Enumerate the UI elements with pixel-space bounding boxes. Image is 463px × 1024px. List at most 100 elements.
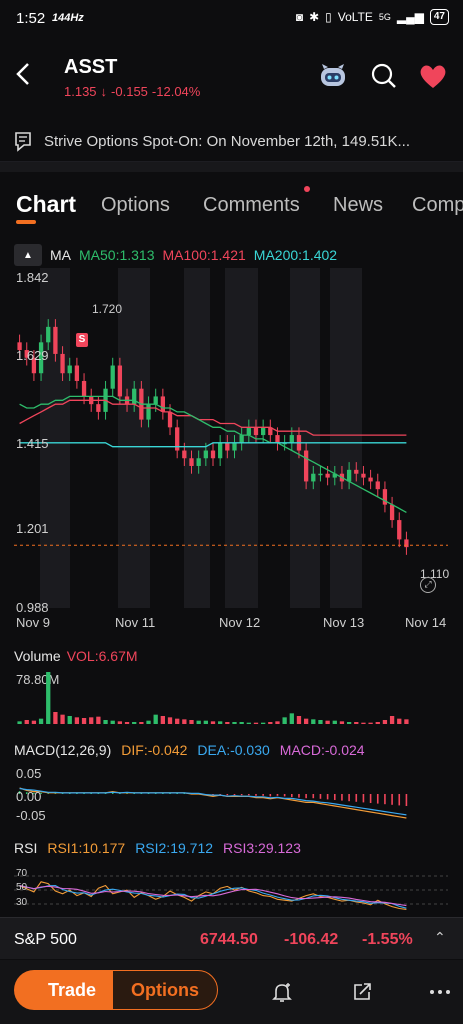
macd-histogram-bar xyxy=(240,794,243,796)
macd-tick: 0.00 xyxy=(16,789,42,804)
price-chart[interactable] xyxy=(0,268,463,614)
candle-body xyxy=(110,365,115,389)
volume-bar xyxy=(110,720,115,724)
volume-bar xyxy=(339,721,345,724)
volume-bar xyxy=(218,721,223,724)
volume-bar xyxy=(253,722,259,724)
alert-bell-icon[interactable] xyxy=(270,980,294,1004)
network-type: VoLTE xyxy=(337,10,373,24)
volume-bar xyxy=(74,717,80,724)
candle-body xyxy=(17,342,22,351)
candle-body xyxy=(160,396,166,412)
candle-body xyxy=(382,489,388,505)
ma200-value: MA200:1.402 xyxy=(253,247,338,263)
candle-body xyxy=(289,435,294,443)
volume-bar xyxy=(354,722,359,724)
volume-bar xyxy=(146,720,151,724)
trade-button[interactable]: Trade xyxy=(14,970,130,1010)
rsi-chart[interactable] xyxy=(0,866,463,916)
candle-body xyxy=(146,404,151,420)
ma200-line xyxy=(19,442,407,448)
candle-body xyxy=(404,539,409,548)
macd-tick: 0.05 xyxy=(16,766,42,781)
candle-body xyxy=(24,350,29,358)
macd-histogram-bar xyxy=(68,793,71,794)
macd-histogram-bar xyxy=(119,793,121,794)
candle-body xyxy=(74,365,80,381)
volume-bar xyxy=(368,722,373,724)
volume-bar xyxy=(81,718,87,724)
rsi-tick: 70 xyxy=(16,868,28,879)
expand-icon[interactable]: ⤢ xyxy=(420,577,436,593)
tab-comp[interactable]: Comp xyxy=(412,194,463,216)
rsi-tick: 30 xyxy=(16,897,28,908)
macd-dif: DIF:-0.042 xyxy=(121,742,188,758)
macd-legend: MACD(12,26,9) DIF:-0.042 DEA:-0.030 MACD… xyxy=(14,742,365,758)
macd-histogram-bar xyxy=(398,794,401,806)
candle-body xyxy=(225,442,230,451)
tab-comments[interactable]: Comments xyxy=(203,194,300,216)
macd-chart[interactable] xyxy=(0,764,463,824)
sell-signal-badge[interactable]: S xyxy=(76,333,88,347)
tab-news[interactable]: News xyxy=(333,194,384,216)
price-quote: 1.135 ↓ -0.155 -12.04% xyxy=(64,84,200,99)
y-tick: 1.201 xyxy=(16,521,49,536)
candle-body xyxy=(117,365,123,397)
index-ticker-bar[interactable]: S&P 500 6744.50 -106.42 -1.55% ⌃ xyxy=(0,917,463,959)
macd-histogram-bar xyxy=(255,794,257,796)
back-button[interactable] xyxy=(12,60,36,88)
tab-chart[interactable]: Chart xyxy=(16,191,77,217)
volume-bar xyxy=(175,718,180,724)
heart-icon[interactable] xyxy=(418,62,446,90)
candle-body xyxy=(368,477,373,482)
status-time: 1:52 xyxy=(16,10,46,27)
volume-bar xyxy=(89,717,94,724)
bottom-toolbar: Trade Options xyxy=(0,960,463,1024)
battery-icon: 47 xyxy=(429,9,449,25)
more-icon[interactable] xyxy=(428,980,452,1004)
candle-body xyxy=(46,326,51,343)
candle-body xyxy=(389,504,395,521)
macd-histogram-bar xyxy=(219,794,221,795)
price-change: -0.155 xyxy=(111,84,148,99)
volume-bar xyxy=(397,718,402,724)
candle-body xyxy=(153,396,158,405)
active-tab-indicator xyxy=(16,220,36,224)
macd-histogram-bar xyxy=(226,794,229,796)
news-banner[interactable]: Strive Options Spot-On: On November 12th… xyxy=(0,122,463,162)
macd-histogram-bar xyxy=(233,794,236,796)
notification-dot xyxy=(304,186,310,192)
x-tick: Nov 9 xyxy=(16,615,50,630)
share-icon[interactable] xyxy=(350,980,374,1004)
volume-chart[interactable] xyxy=(0,668,463,726)
options-button[interactable]: Options xyxy=(112,970,218,1010)
candle-body xyxy=(354,469,359,474)
macd-histogram-bar xyxy=(405,794,408,806)
macd-histogram-bar xyxy=(97,793,100,794)
news-banner-text: Strive Options Spot-On: On November 12th… xyxy=(44,133,411,150)
volume-bar xyxy=(225,722,230,724)
collapse-toggle-button[interactable]: ▲ xyxy=(14,244,42,266)
volume-bar xyxy=(153,714,158,724)
macd-histogram-bar xyxy=(90,793,93,794)
search-icon[interactable] xyxy=(370,62,398,90)
volume-value: VOL:6.67M xyxy=(66,648,138,664)
macd-histogram-bar xyxy=(355,794,358,802)
session-band xyxy=(184,268,210,608)
candle-body xyxy=(232,442,237,451)
macd-histogram-bar xyxy=(176,793,178,794)
volume-bar xyxy=(203,720,208,724)
status-icons: ◙ ✱ ▯ VoLTE 5G ▂▄▆ 47 xyxy=(296,9,449,25)
tab-options[interactable]: Options xyxy=(101,194,170,216)
candle-body xyxy=(210,450,216,459)
volume-bar xyxy=(31,720,37,724)
ma100-line xyxy=(19,399,407,436)
chevron-up-icon[interactable]: ⌃ xyxy=(434,929,446,945)
volume-bar xyxy=(389,716,395,724)
macd-histogram-bar xyxy=(83,793,85,794)
robot-assistant-icon[interactable] xyxy=(318,62,346,90)
macd-dea: DEA:-0.030 xyxy=(197,742,270,758)
down-arrow-icon: ↓ xyxy=(100,84,108,99)
volume-bar xyxy=(67,716,72,724)
candle-body xyxy=(167,411,173,428)
